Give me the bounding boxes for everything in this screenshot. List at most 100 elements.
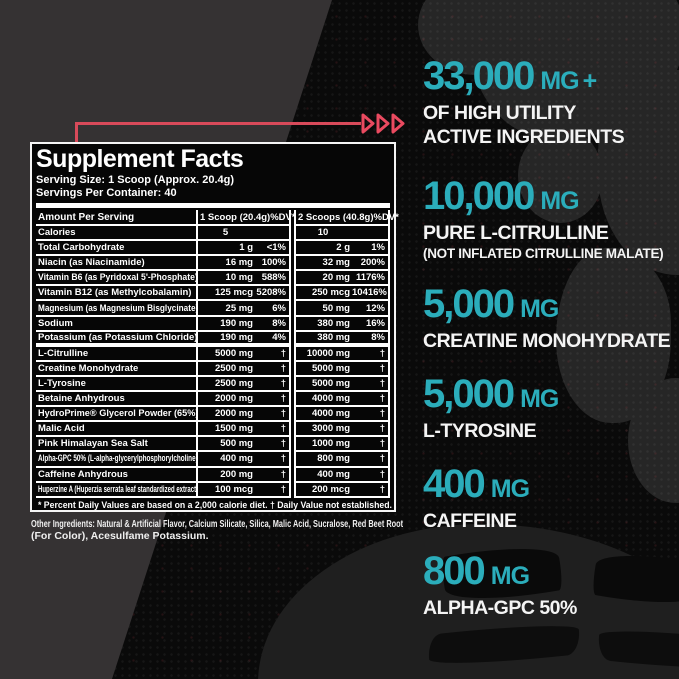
scoop1-amount: 2500 mg: [214, 377, 253, 389]
ingredient-name: Niacin (as Niacinamide): [38, 257, 145, 269]
highlight-unit: MG: [540, 187, 579, 215]
scoop2-dv: †: [379, 453, 385, 465]
scoop2-dv: 200%: [360, 257, 385, 269]
highlight-section: 800 MG ALPHA-GPC 50%: [423, 551, 679, 620]
table-row: Total Carbohydrate 1 g <1% 2 g 1%: [36, 241, 390, 257]
scoop1-amount: 200 mg: [220, 468, 253, 480]
highlight-label: OF HIGH UTILITY: [423, 102, 576, 124]
highlight-value: 5,000: [423, 282, 515, 326]
scoop2-amount: 380 mg: [317, 317, 350, 329]
highlight-amount: 5,000 MG: [423, 284, 679, 329]
scoop1-dv: 100%: [261, 257, 286, 269]
scoop2-amount: 250 mcg: [311, 287, 350, 299]
other-ingredients-text: Other Ingredients: Natural & Artificial …: [31, 518, 403, 542]
plus-sign: +: [582, 67, 598, 95]
serving-size-text: Serving Size: 1 Scoop (Approx. 20.4g): [36, 174, 235, 186]
scoop2-dv: †: [379, 408, 385, 420]
ingredient-name: Magnesium (as Magnesium Bisglycinate): [38, 302, 199, 314]
scoop1-amount: 1500 mg: [214, 423, 253, 435]
column-amount-per-serving: Amount Per Serving: [38, 211, 135, 223]
scoop2-amount: 10: [317, 227, 329, 239]
column-scoop2: 2 Scoops (40.8g): [298, 211, 374, 223]
ingredient-name: Malic Acid: [38, 423, 85, 435]
ingredient-name: Sodium: [38, 317, 73, 329]
facts-header-row: Amount Per Serving 1 Scoop (20.4g) %DV* …: [36, 210, 399, 226]
scoop1-amount: 500 mg: [220, 438, 253, 450]
highlight-amount: 33,000 MG +: [423, 56, 679, 101]
highlight-amount: 400 MG: [423, 464, 679, 509]
scoop1-dv: <1%: [266, 242, 286, 254]
highlight-section: 5,000 MG CREATINE MONOHYDRATE: [423, 284, 679, 353]
scoop1-amount: 2000 mg: [214, 408, 253, 420]
scoop1-amount: 5000 mg: [214, 347, 253, 359]
other-ingredients-line: (For Color), Acesulfame Potassium.: [31, 530, 209, 542]
facts-rows: Calories 5 10 Total Carbohydrate 1 g <1%…: [36, 226, 390, 498]
scoop2-dv: 10416%: [352, 287, 387, 299]
ingredient-name: Vitamin B6 (as Pyridoxal 5'-Phosphate): [38, 272, 198, 284]
highlight-label: PURE L-CITRULLINE: [423, 222, 609, 244]
scoop1-amount: 1 g: [239, 242, 253, 254]
scoop1-dv: †: [280, 408, 286, 420]
scoop2-dv: †: [379, 483, 385, 495]
scoop1-dv: †: [280, 438, 286, 450]
scoop1-dv: 588%: [261, 272, 286, 284]
scoop1-dv: †: [280, 453, 286, 465]
scoop1-dv: †: [280, 483, 286, 495]
ingredient-name: Alpha-GPC 50% (L-alpha-glycerylphosphory…: [38, 453, 198, 465]
scoop1-amount: 2000 mg: [214, 393, 253, 405]
scoop1-amount: 16 mg: [225, 257, 253, 269]
table-row: Malic Acid 1500 mg † 3000 mg †: [36, 422, 390, 438]
scoop1-amount: 5: [222, 227, 229, 239]
scoop1-dv: †: [280, 423, 286, 435]
scoop1-amount: 2500 mg: [214, 362, 253, 374]
scoop2-dv: †: [379, 377, 385, 389]
ingredient-name: Creatine Monohydrate: [38, 362, 139, 374]
highlight-amount: 5,000 MG: [423, 374, 679, 419]
scoop2-dv: †: [379, 347, 385, 359]
table-row: Vitamin B12 (as Methylcobalamin) 125 mcg…: [36, 286, 390, 302]
ingredient-name: L-Tyrosine: [38, 377, 86, 389]
scoop2-amount: 800 mg: [317, 453, 350, 465]
table-row: HydroPrime® Glycerol Powder (65%) 2000 m…: [36, 407, 390, 423]
highlight-label: CAFFEINE: [423, 510, 517, 532]
ingredient-name: Pink Himalayan Sea Salt: [38, 438, 148, 450]
scoop2-dv: 12%: [365, 302, 385, 314]
ingredient-name: Betaine Anhydrous: [38, 393, 125, 405]
scoop1-amount: 10 mg: [225, 272, 253, 284]
scoop1-dv: †: [280, 347, 286, 359]
highlight-value: 10,000: [423, 174, 535, 218]
highlight-value: 5,000: [423, 372, 515, 416]
scoop1-amount: 190 mg: [220, 331, 253, 343]
scoop2-dv: 1176%: [355, 272, 385, 284]
ingredient-name: Total Carbohydrate: [38, 242, 125, 254]
scoop2-dv: 8%: [371, 331, 385, 343]
table-row: L-Citrulline 5000 mg † 10000 mg †: [36, 346, 390, 362]
scoop2-dv: †: [379, 362, 385, 374]
scoop2-dv: 16%: [365, 317, 385, 329]
highlight-value: 800: [423, 549, 486, 593]
scoop1-amount: 400 mg: [220, 453, 253, 465]
other-ingredients-line: Other Ingredients: Natural & Artificial …: [31, 518, 404, 530]
ingredient-name: Potassium (as Potassium Chloride): [38, 331, 198, 343]
scoop1-dv: 6%: [272, 302, 286, 314]
scoop2-amount: 2 g: [336, 242, 350, 254]
highlight-label: CREATINE MONOHYDRATE: [423, 330, 671, 352]
highlight-unit: MG: [490, 562, 530, 590]
table-row: Vitamin B6 (as Pyridoxal 5'-Phosphate) 1…: [36, 271, 390, 287]
scoop1-dv: †: [280, 377, 286, 389]
scoop1-dv: 5208%: [256, 287, 286, 299]
highlight-section: 10,000 MG PURE L-CITRULLINE (NOT INFLATED …: [423, 176, 679, 262]
table-row: Betaine Anhydrous 2000 mg † 4000 mg †: [36, 392, 390, 408]
ingredient-name: Caffeine Anhydrous: [38, 468, 128, 480]
scoop2-dv: 1%: [371, 242, 385, 254]
table-row: Magnesium (as Magnesium Bisglycinate) 25…: [36, 301, 390, 317]
scoop1-dv: †: [280, 393, 286, 405]
highlight-amount: 10,000 MG: [423, 176, 679, 221]
scoop2-dv: †: [379, 393, 385, 405]
highlight-amount: 800 MG: [423, 551, 679, 596]
table-row: Niacin (as Niacinamide) 16 mg 100% 32 mg…: [36, 256, 390, 272]
panel-title: Supplement Facts: [36, 145, 244, 173]
highlight-unit: MG: [490, 475, 530, 503]
table-row: Calories 5 10: [36, 226, 390, 242]
scoop1-amount: 100 mcg: [214, 483, 253, 495]
